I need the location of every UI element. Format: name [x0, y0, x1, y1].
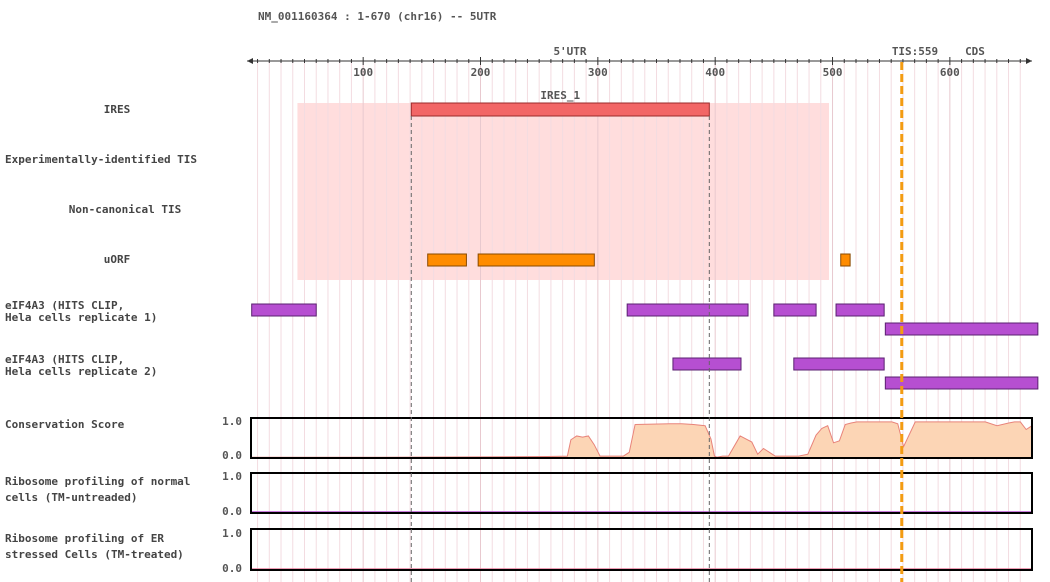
overlay-layer [410, 62, 904, 582]
ruler-arrow-left [247, 58, 253, 64]
track-label-ribo-er-line1: Ribosome profiling of ER [5, 532, 164, 545]
track-label-uorf: uORF [104, 253, 131, 266]
conservation-track-box [250, 417, 1033, 459]
track-label-eif4a3-rep1-line2: Hela cells replicate 1) [5, 311, 157, 324]
transcript-title: NM_001160364 : 1-670 (chr16) -- 5UTR [258, 10, 497, 23]
utr5-label: 5'UTR [553, 45, 586, 58]
ribo-er-track-box [250, 528, 1033, 571]
track-label-eif4a3-rep2-line1: eIF4A3 (HITS CLIP, [5, 353, 124, 366]
track-label-noncanonical-tis: Non-canonical TIS [69, 203, 182, 216]
track-label-ribo-er-line2: stressed Cells (TM-treated) [5, 548, 184, 561]
eif4a3-rep1-feature-bar [626, 303, 749, 317]
track-label-conservation: Conservation Score [5, 418, 125, 431]
eif4a3-rep2-feature-bar [672, 357, 742, 371]
ribo-normal-ymin-label: 0.0 [222, 505, 242, 518]
ruler-tick-label: 500 [823, 66, 843, 79]
track-label-ribo-normal-line1: Ribosome profiling of normal [5, 475, 190, 488]
grid-lines [257, 62, 1021, 582]
ruler-tick-label: 600 [940, 66, 960, 79]
ribo-er-ymax-label: 1.0 [222, 527, 242, 540]
ruler-arrow-right [1026, 58, 1032, 64]
tis-label: TIS:559 [892, 45, 938, 58]
track-label-ires: IRES [104, 103, 131, 116]
eif4a3-rep1-feature-bar [884, 322, 1039, 336]
ruler-tick-label: 200 [471, 66, 491, 79]
eif4a3-rep2-feature-bar [793, 357, 885, 371]
ruler-tick-label: 100 [353, 66, 373, 79]
cds-label: CDS [965, 45, 985, 58]
track-label-eif4a3-rep1-line1: eIF4A3 (HITS CLIP, [5, 299, 124, 312]
conservation-area [250, 421, 1033, 459]
ires-region-highlight [297, 103, 830, 280]
track-label-exp-tis: Experimentally-identified TIS [5, 153, 197, 166]
feature-layer: IRES_1 [251, 89, 1039, 390]
eif4a3-rep1-feature-bar [835, 303, 885, 317]
conservation-ymax-label: 1.0 [222, 415, 242, 428]
uorf-feature-bar [427, 253, 467, 267]
uorf-feature-bar [840, 253, 851, 267]
ruler-tick-label: 300 [588, 66, 608, 79]
ribo-er-ymin-label: 0.0 [222, 562, 242, 575]
ribo-normal-track-box [250, 472, 1033, 514]
track-label-ribo-normal-line2: cells (TM-untreaded) [5, 491, 137, 504]
ires-feature-bar [410, 102, 710, 117]
eif4a3-rep1-feature-bar [773, 303, 817, 317]
conservation-ymin-label: 0.0 [222, 449, 242, 462]
ruler-tick-label: 400 [705, 66, 725, 79]
background-layer [297, 103, 830, 280]
ires-feature-label: IRES_1 [540, 89, 580, 102]
track-label-eif4a3-rep2-line2: Hela cells replicate 2) [5, 365, 157, 378]
eif4a3-rep2-feature-bar [884, 376, 1039, 390]
ribo-normal-ymax-label: 1.0 [222, 470, 242, 483]
eif4a3-rep1-feature-bar [251, 303, 317, 317]
position-ruler: 100 200 300 400 500 600 [247, 57, 1032, 79]
uorf-feature-bar [477, 253, 595, 267]
